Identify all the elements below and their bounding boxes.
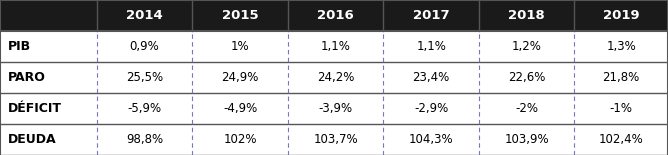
Text: 2018: 2018 (508, 9, 545, 22)
Text: 1,1%: 1,1% (321, 40, 351, 53)
Bar (479, 0, 574, 31)
Text: DEUDA: DEUDA (8, 133, 57, 146)
Bar (479, 124, 574, 155)
Text: 102,4%: 102,4% (599, 133, 643, 146)
Text: 2015: 2015 (222, 9, 259, 22)
Bar (192, 0, 288, 31)
Bar (0, 124, 97, 155)
Bar (383, 93, 479, 124)
Text: -3,9%: -3,9% (319, 102, 353, 115)
Bar (97, 31, 192, 62)
Bar (97, 124, 192, 155)
Text: 104,3%: 104,3% (409, 133, 454, 146)
Bar (288, 124, 383, 155)
Text: 102%: 102% (223, 133, 257, 146)
Bar (0, 93, 97, 124)
Text: 1%: 1% (231, 40, 249, 53)
Text: 2014: 2014 (126, 9, 163, 22)
Text: 24,2%: 24,2% (317, 71, 354, 84)
Bar (97, 0, 192, 31)
Bar (0, 31, 97, 62)
Text: 23,4%: 23,4% (413, 71, 450, 84)
Text: 25,5%: 25,5% (126, 71, 163, 84)
Text: 2019: 2019 (603, 9, 639, 22)
Text: -4,9%: -4,9% (223, 102, 257, 115)
Bar (479, 62, 574, 93)
Bar (574, 124, 668, 155)
Bar (97, 62, 192, 93)
Bar (288, 93, 383, 124)
Text: DÉFICIT: DÉFICIT (8, 102, 62, 115)
Text: 21,8%: 21,8% (603, 71, 640, 84)
Bar (574, 0, 668, 31)
Text: 22,6%: 22,6% (508, 71, 545, 84)
Text: 1,1%: 1,1% (416, 40, 446, 53)
Bar (192, 62, 288, 93)
Bar (383, 62, 479, 93)
Bar (192, 31, 288, 62)
Text: PIB: PIB (8, 40, 31, 53)
Bar (192, 124, 288, 155)
Bar (479, 93, 574, 124)
Text: -2,9%: -2,9% (414, 102, 448, 115)
Text: 0,9%: 0,9% (130, 40, 160, 53)
Bar (574, 62, 668, 93)
Bar (288, 31, 383, 62)
Bar (97, 93, 192, 124)
Text: 2017: 2017 (413, 9, 450, 22)
Bar (383, 124, 479, 155)
Bar (383, 31, 479, 62)
Bar (288, 0, 383, 31)
Text: 1,3%: 1,3% (607, 40, 636, 53)
Text: -5,9%: -5,9% (128, 102, 162, 115)
Text: 24,9%: 24,9% (222, 71, 259, 84)
Text: -2%: -2% (515, 102, 538, 115)
Bar (574, 31, 668, 62)
Text: 2016: 2016 (317, 9, 354, 22)
Text: 103,9%: 103,9% (504, 133, 549, 146)
Text: 98,8%: 98,8% (126, 133, 163, 146)
Bar (0, 0, 97, 31)
Text: 103,7%: 103,7% (313, 133, 358, 146)
Text: 1,2%: 1,2% (512, 40, 542, 53)
Bar (383, 0, 479, 31)
Text: -1%: -1% (610, 102, 633, 115)
Bar (192, 93, 288, 124)
Bar (574, 93, 668, 124)
Bar (479, 31, 574, 62)
Bar (0, 62, 97, 93)
Bar (288, 62, 383, 93)
Text: PARO: PARO (8, 71, 46, 84)
